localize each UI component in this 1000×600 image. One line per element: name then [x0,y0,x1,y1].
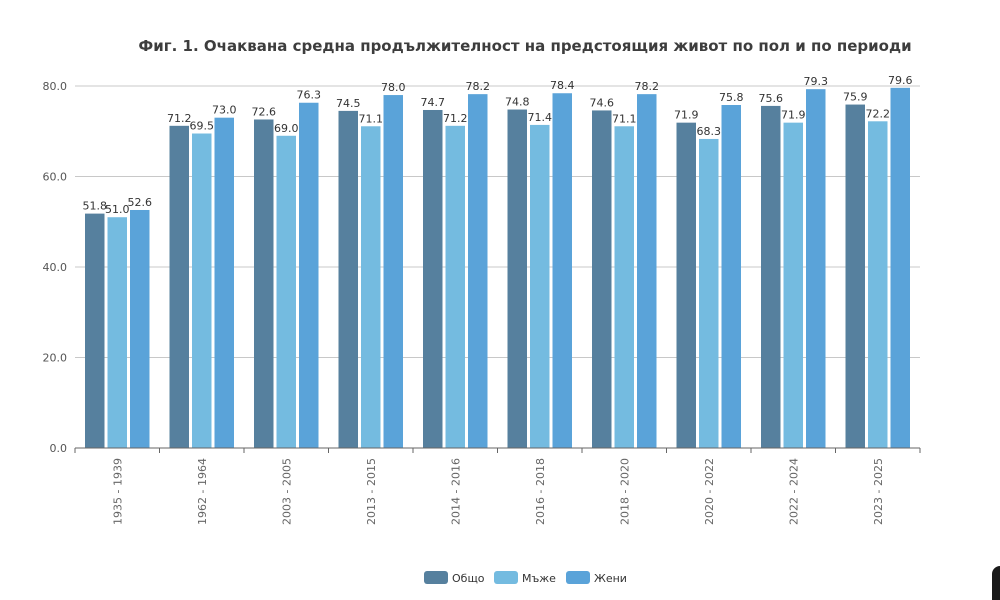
legend-label[interactable]: Мъже [522,572,556,585]
x-tick-label: 2018 - 2020 [618,458,631,525]
data-label: 79.6 [888,74,913,87]
y-tick-label: 80.0 [43,80,68,93]
data-label: 52.6 [128,196,153,209]
data-label: 75.6 [759,92,784,105]
bar [761,105,781,448]
legend-swatch[interactable] [494,571,518,584]
data-label: 72.2 [866,107,891,120]
legend-label[interactable]: Жени [594,572,627,585]
bar [552,93,572,449]
bar [676,122,696,448]
bar [592,110,612,448]
bar [530,124,550,448]
bar [130,209,150,448]
data-label: 71.2 [443,112,468,125]
data-label: 78.2 [635,80,660,93]
bar [214,117,234,449]
data-label: 74.5 [336,97,361,110]
data-label: 71.9 [674,109,699,122]
bar [169,125,189,448]
data-label: 78.2 [466,80,491,93]
y-tick-label: 20.0 [43,352,68,365]
data-label: 71.4 [528,111,553,124]
bar [507,109,527,448]
bar [637,94,657,449]
legend-swatch[interactable] [566,571,590,584]
data-label: 69.0 [274,122,299,135]
corner-edge [992,566,1000,600]
bar [192,133,212,448]
bar [468,94,488,449]
data-label: 71.9 [781,109,806,122]
x-tick-label: 1962 - 1964 [196,458,209,525]
data-label: 69.5 [190,120,215,133]
x-tick-label: 2014 - 2016 [449,458,462,525]
y-axis-ticks: 0.0 20.0 40.0 60.0 80.0 [43,80,68,455]
x-tick-label: 1935 - 1939 [111,458,124,525]
bar [868,121,888,449]
bar [806,89,826,448]
bar [423,109,443,449]
bar [445,125,465,448]
bar [361,126,381,449]
data-label: 71.1 [359,112,384,125]
data-label: 74.8 [505,96,530,109]
data-label: 75.8 [719,91,744,104]
bar [107,217,127,448]
y-tick-label: 60.0 [43,171,68,184]
data-label: 74.7 [421,96,446,109]
data-label: 71.1 [612,112,637,125]
chart-title: Фиг. 1. Очаквана средна продължителност … [138,37,911,55]
data-label: 71.2 [167,112,192,125]
data-label: 51.0 [105,203,130,216]
legend-label[interactable]: Общо [452,572,485,585]
x-tick-label: 2013 - 2015 [365,458,378,525]
data-label: 75.9 [843,91,868,104]
bar [614,126,634,449]
bar [845,104,865,449]
data-label: 73.0 [212,104,237,117]
legend: Общо Мъже Жени [424,571,627,585]
bar [699,138,719,448]
bar [890,87,910,448]
bar [338,110,358,448]
y-tick-label: 40.0 [43,261,68,274]
data-label: 51.8 [83,200,108,213]
legend-swatch[interactable] [424,571,448,584]
data-label: 72.6 [252,105,277,118]
x-tick-label: 2022 - 2024 [787,458,800,525]
data-label: 79.3 [804,75,829,88]
bar [254,119,274,449]
bar [783,122,803,448]
x-tick-label: 2020 - 2022 [703,458,716,525]
data-label: 76.3 [297,89,322,102]
data-labels: 51.851.052.671.269.573.0 72.669.076.374.5… [83,74,913,216]
x-tick-label: 2003 - 2005 [280,458,293,525]
bar [721,105,741,448]
bar [299,102,319,449]
bar [85,213,105,448]
x-tick-label: 2016 - 2018 [534,458,547,525]
data-label: 74.6 [590,96,615,109]
x-axis: 1935 - 1939 1962 - 1964 2003 - 2005 2013 - … [74,447,921,525]
y-tick-label: 0.0 [50,442,68,455]
bars [85,87,910,449]
data-label: 78.0 [381,81,406,94]
bar [276,135,296,448]
bar [383,95,403,449]
x-tick-label: 2023 - 2025 [872,458,885,525]
data-label: 78.4 [550,79,575,92]
data-label: 68.3 [697,125,722,138]
